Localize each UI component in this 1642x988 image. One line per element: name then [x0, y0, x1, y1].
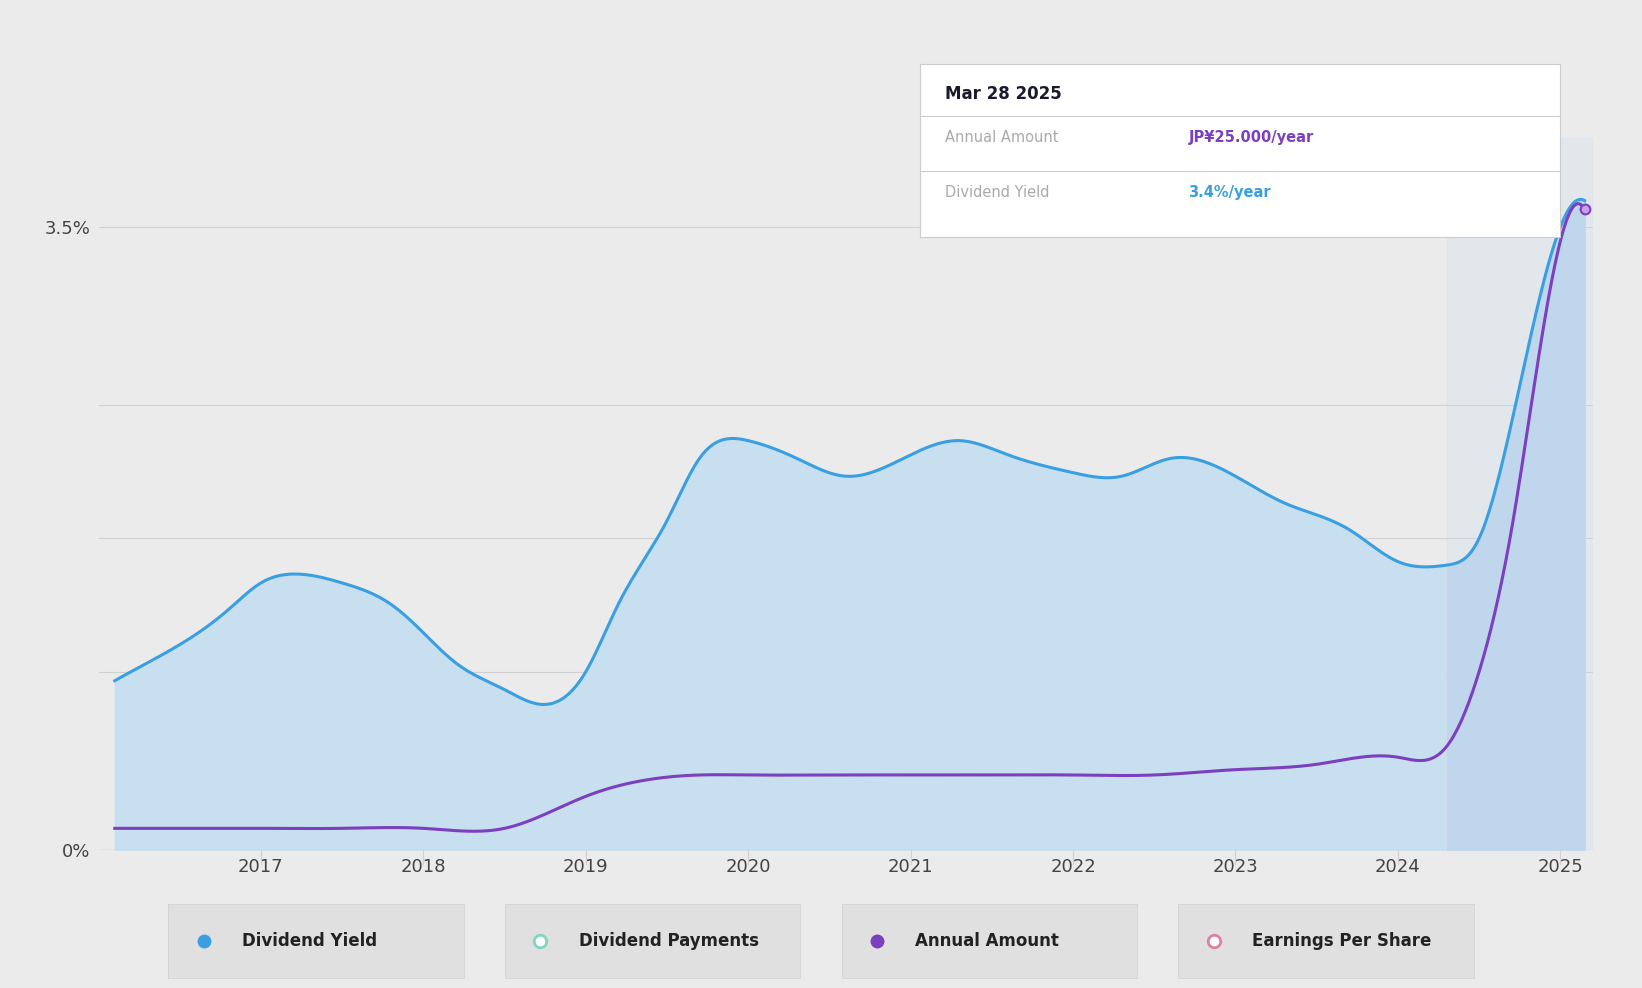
Text: Earnings Per Share: Earnings Per Share [1253, 932, 1432, 950]
Text: Dividend Yield: Dividend Yield [243, 932, 378, 950]
Text: Dividend Payments: Dividend Payments [580, 932, 759, 950]
Text: 3.4%/year: 3.4%/year [1189, 186, 1271, 201]
Text: Dividend Yield: Dividend Yield [946, 186, 1049, 201]
Bar [1447, 138, 1593, 850]
Text: Past: Past [1450, 206, 1481, 220]
Text: Annual Amount: Annual Amount [946, 129, 1059, 145]
Text: Mar 28 2025: Mar 28 2025 [946, 85, 1062, 103]
Text: Annual Amount: Annual Amount [916, 932, 1059, 950]
Text: JP¥25.000/year: JP¥25.000/year [1189, 129, 1314, 145]
